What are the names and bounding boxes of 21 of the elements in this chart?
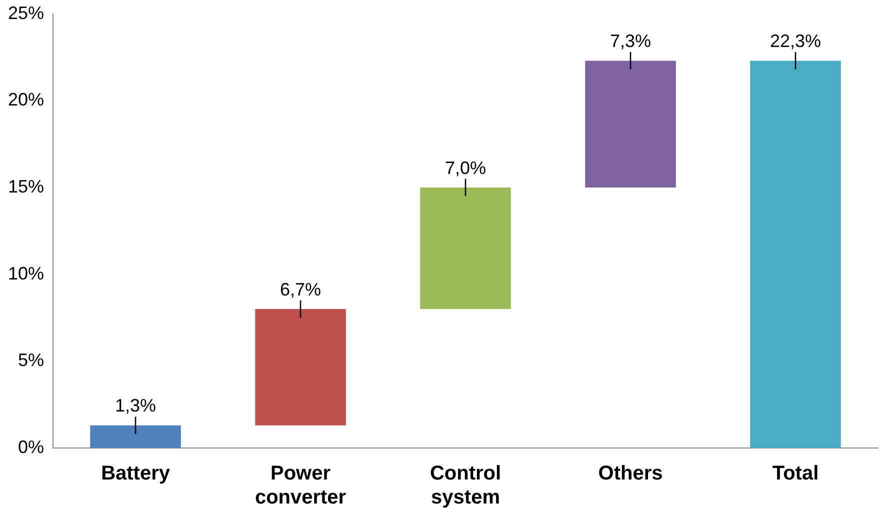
y-tick-label: 10% [8, 263, 44, 284]
x-tick-label: Control system [430, 462, 502, 509]
y-tick-label: 20% [8, 90, 44, 110]
y-tick-label: 25% [8, 2, 44, 23]
y-tick-label: 15% [8, 176, 44, 196]
y-tick-label: 0% [18, 436, 44, 457]
data-label: 7,0% [445, 158, 486, 178]
data-label: 7,3% [610, 30, 652, 51]
bar [90, 425, 181, 448]
data-label: 1,3% [115, 396, 156, 416]
x-tick-label: Total [772, 462, 819, 485]
y-tick-label: 5% [18, 350, 44, 370]
bar [750, 60, 841, 448]
data-label: 22,3% [770, 30, 822, 51]
bar [420, 187, 511, 310]
x-tick-label: Battery [101, 462, 171, 485]
data-label: 6,7% [280, 279, 322, 300]
x-tick-label: Power converter [254, 462, 346, 509]
bar [255, 309, 346, 426]
bar [585, 60, 676, 188]
x-tick-label: Others [598, 462, 663, 485]
